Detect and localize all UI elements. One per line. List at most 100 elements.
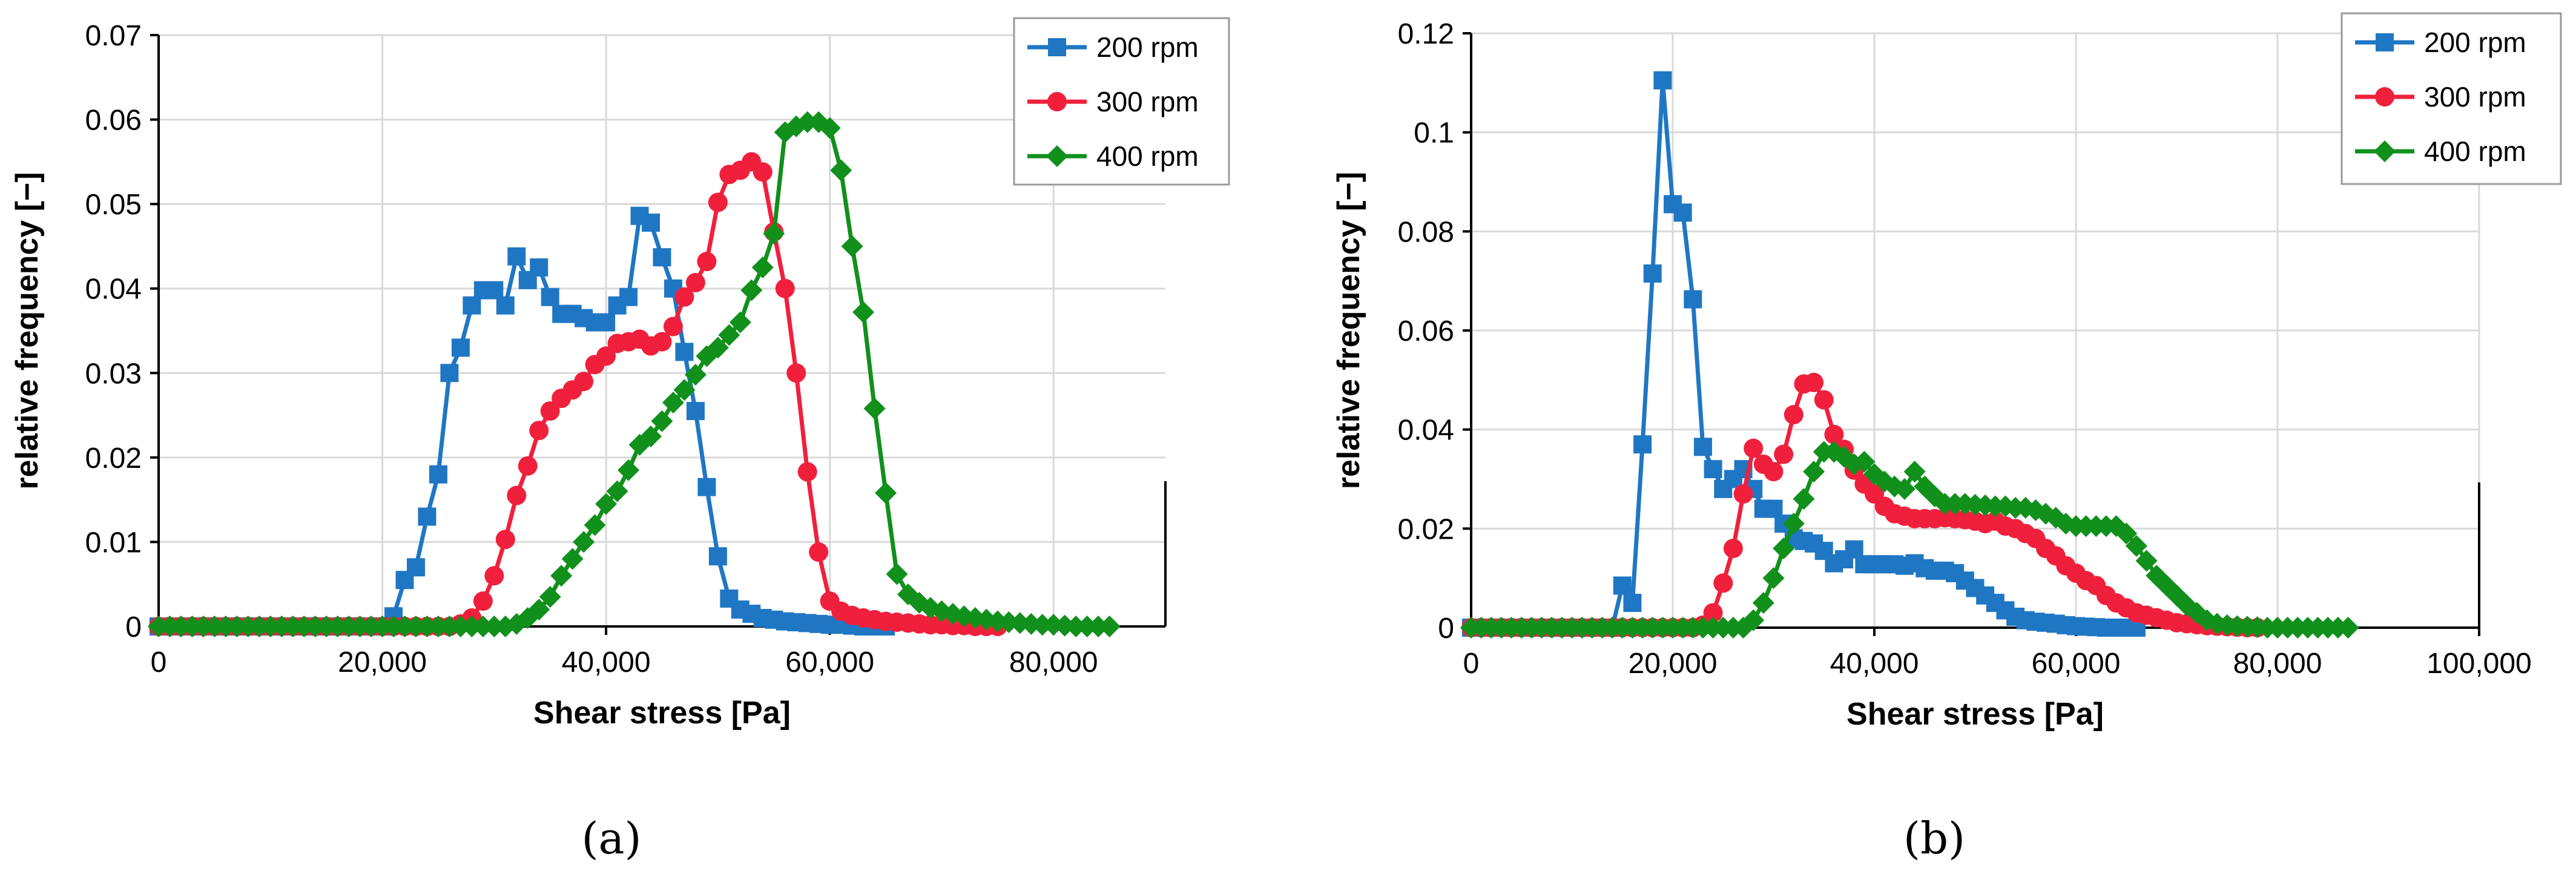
data-point: [518, 456, 538, 476]
data-point: [170, 616, 192, 637]
data-point: [528, 599, 550, 621]
data-point: [2337, 617, 2359, 639]
data-point: [282, 616, 304, 637]
data-point: [1065, 616, 1087, 637]
data-point: [394, 616, 416, 637]
data-point: [618, 459, 640, 481]
data-point: [406, 558, 425, 577]
legend-label: 200 rpm: [1096, 31, 1199, 63]
data-point: [1723, 539, 1743, 559]
data-point: [1633, 435, 1652, 454]
data-point: [1814, 390, 1834, 410]
data-point: [315, 616, 338, 637]
x-tick-label: 40,000: [1830, 648, 1919, 680]
data-point: [371, 616, 394, 637]
legend-marker: [2375, 87, 2394, 107]
data-point: [271, 616, 293, 637]
series-400-rpm: [1460, 441, 2359, 639]
legend-label: 300 rpm: [2424, 81, 2526, 113]
data-point: [753, 162, 772, 182]
data-point: [2135, 550, 2158, 572]
data-point: [886, 563, 908, 585]
data-point: [675, 343, 694, 361]
legend-label: 400 rpm: [1096, 140, 1199, 172]
data-point: [673, 379, 696, 401]
data-point: [653, 248, 671, 267]
data-point: [1673, 203, 1692, 222]
data-point: [841, 235, 863, 257]
legend: 200 rpm 300 rpm 400 rpm: [1013, 17, 1230, 186]
y-tick-label: 0.05: [85, 189, 142, 221]
legend-marker: [2374, 140, 2396, 162]
data-point: [1098, 616, 1121, 637]
data-point: [797, 462, 817, 482]
data-point: [561, 548, 584, 570]
chart-panel-a: 0 0.01 0.02 0.03 0.04 0.05 0.06 0.07 0 20,000 40,0…: [10, 17, 1230, 864]
data-point: [1733, 484, 1753, 504]
y-tick-label: 0.1: [1414, 117, 1454, 150]
y-tick-label: 0.04: [85, 274, 142, 306]
data-point: [1076, 616, 1098, 637]
data-point: [1684, 290, 1702, 309]
data-point: [1623, 594, 1642, 613]
x-tick-label: 100,000: [2426, 648, 2532, 680]
y-tick-label: 0: [1438, 613, 1454, 645]
gridlines: [1471, 32, 2480, 628]
data-point: [2115, 522, 2138, 545]
data-point: [596, 346, 616, 366]
data-point: [1643, 264, 1662, 283]
data-point: [237, 616, 259, 637]
data-point: [472, 616, 494, 637]
data-point: [708, 192, 728, 212]
series-line: [159, 120, 1110, 629]
data-point: [697, 252, 717, 272]
data-point: [404, 616, 427, 637]
panel-caption: (b): [1903, 813, 1965, 864]
x-tick-label: 0: [151, 646, 167, 678]
data-point: [181, 616, 203, 637]
y-tick-label: 0.01: [85, 527, 142, 559]
data-point: [338, 616, 360, 637]
x-axis-title: Shear stress [Pa]: [1846, 697, 2104, 732]
data-point: [740, 279, 763, 301]
data-point: [1893, 478, 1916, 500]
data-point: [226, 616, 248, 637]
data-point: [1853, 450, 1876, 473]
data-point: [1703, 603, 1723, 623]
data-point: [1782, 513, 1805, 535]
data-point: [863, 397, 886, 419]
data-point: [1903, 461, 1926, 483]
data-point: [449, 616, 472, 637]
data-point: [461, 616, 483, 637]
data-point: [573, 531, 595, 553]
data-point: [674, 287, 694, 307]
data-point: [530, 258, 548, 277]
legend-marker: [1047, 92, 1067, 111]
x-axis-title: Shear stress [Pa]: [533, 695, 791, 731]
data-point: [483, 616, 506, 637]
chart-panel-b: 0 0.02 0.04 0.06 0.08 0.1 0.12 0 20,000 40,000 60,…: [1331, 12, 2562, 864]
x-tick-label: 20,000: [1629, 648, 1718, 680]
legend-label: 200 rpm: [2424, 27, 2526, 58]
x-tick-label: 60,000: [785, 646, 874, 678]
data-point: [485, 281, 504, 300]
data-point: [473, 591, 493, 611]
x-tick-label: 80,000: [2233, 648, 2322, 680]
data-point: [651, 410, 673, 432]
x-tick-label: 80,000: [1009, 646, 1098, 678]
data-point: [941, 603, 964, 625]
data-point: [495, 530, 515, 550]
legend: 200 rpm 300 rpm 400 rpm: [2340, 12, 2562, 185]
data-point: [763, 222, 785, 245]
data-point: [304, 616, 326, 637]
y-tick-label: 0.04: [1398, 415, 1454, 447]
data-point: [416, 616, 438, 637]
x-tick-label: 60,000: [2032, 648, 2121, 680]
data-point: [697, 478, 716, 496]
data-point: [1804, 372, 1824, 392]
data-point: [440, 364, 459, 383]
data-point: [248, 616, 271, 637]
data-point: [796, 111, 819, 133]
data-point: [685, 272, 705, 292]
data-point: [686, 402, 705, 421]
